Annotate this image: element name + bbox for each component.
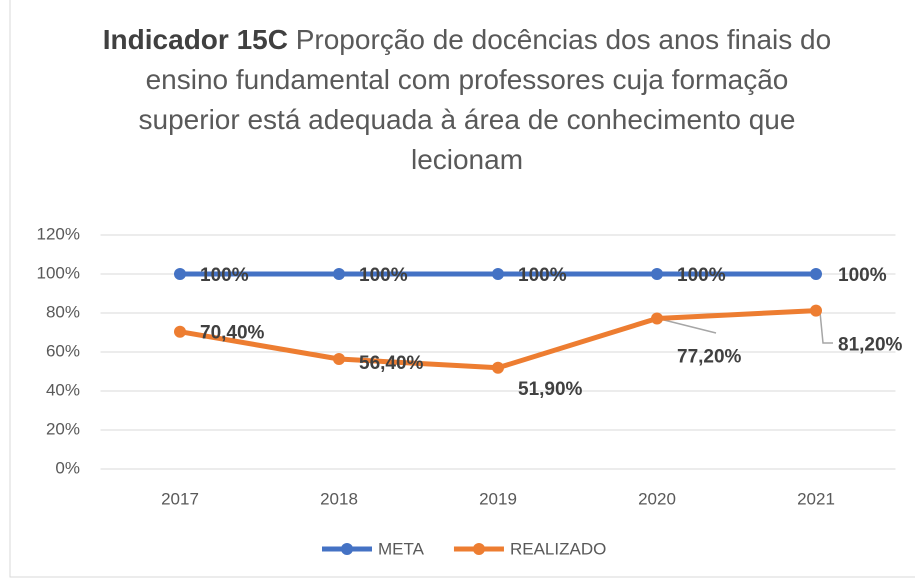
leader-line <box>659 318 717 334</box>
data-point <box>174 268 186 280</box>
legend-marker <box>472 543 485 555</box>
data-label: 51,90% <box>518 379 583 400</box>
data-point <box>810 304 822 317</box>
x-tick-label: 2017 <box>161 489 199 508</box>
y-tick-label: 0% <box>55 458 80 477</box>
y-tick-label: 40% <box>46 380 80 399</box>
x-tick-label: 2020 <box>638 489 676 508</box>
data-label: 81,20% <box>838 335 903 356</box>
data-point <box>492 361 504 374</box>
data-point <box>333 353 345 366</box>
title-text: Proporção de docências dos anos finais d… <box>138 24 832 175</box>
legend-label: META <box>378 539 425 558</box>
title-prefix: Indicador 15C <box>102 24 288 55</box>
y-tick-label: 80% <box>46 302 80 321</box>
data-point <box>492 268 504 280</box>
x-tick-label: 2019 <box>479 489 517 508</box>
data-label: 100% <box>200 265 249 286</box>
data-point <box>651 312 663 325</box>
y-tick-label: 120% <box>37 224 80 243</box>
data-label: 77,20% <box>677 346 742 367</box>
y-tick-label: 100% <box>37 263 80 282</box>
data-label: 70,40% <box>200 323 265 344</box>
data-point <box>810 268 822 280</box>
data-label: 100% <box>359 265 408 286</box>
legend-marker <box>341 543 353 555</box>
x-tick-label: 2018 <box>320 489 358 508</box>
x-tick-label: 2021 <box>797 489 835 508</box>
legend-label: REALIZADO <box>510 539 606 558</box>
data-point <box>333 268 345 280</box>
y-tick-label: 20% <box>46 419 80 438</box>
data-label: 100% <box>838 265 887 286</box>
data-point <box>651 268 663 280</box>
data-label: 100% <box>677 265 726 286</box>
chart-title: Indicador 15C Proporção de docências dos… <box>92 20 842 180</box>
data-point <box>174 325 186 338</box>
leader-line <box>819 311 833 344</box>
chart-border <box>9 0 915 578</box>
y-tick-label: 60% <box>46 341 80 360</box>
data-label: 100% <box>518 265 567 286</box>
data-label: 56,40% <box>359 353 424 374</box>
